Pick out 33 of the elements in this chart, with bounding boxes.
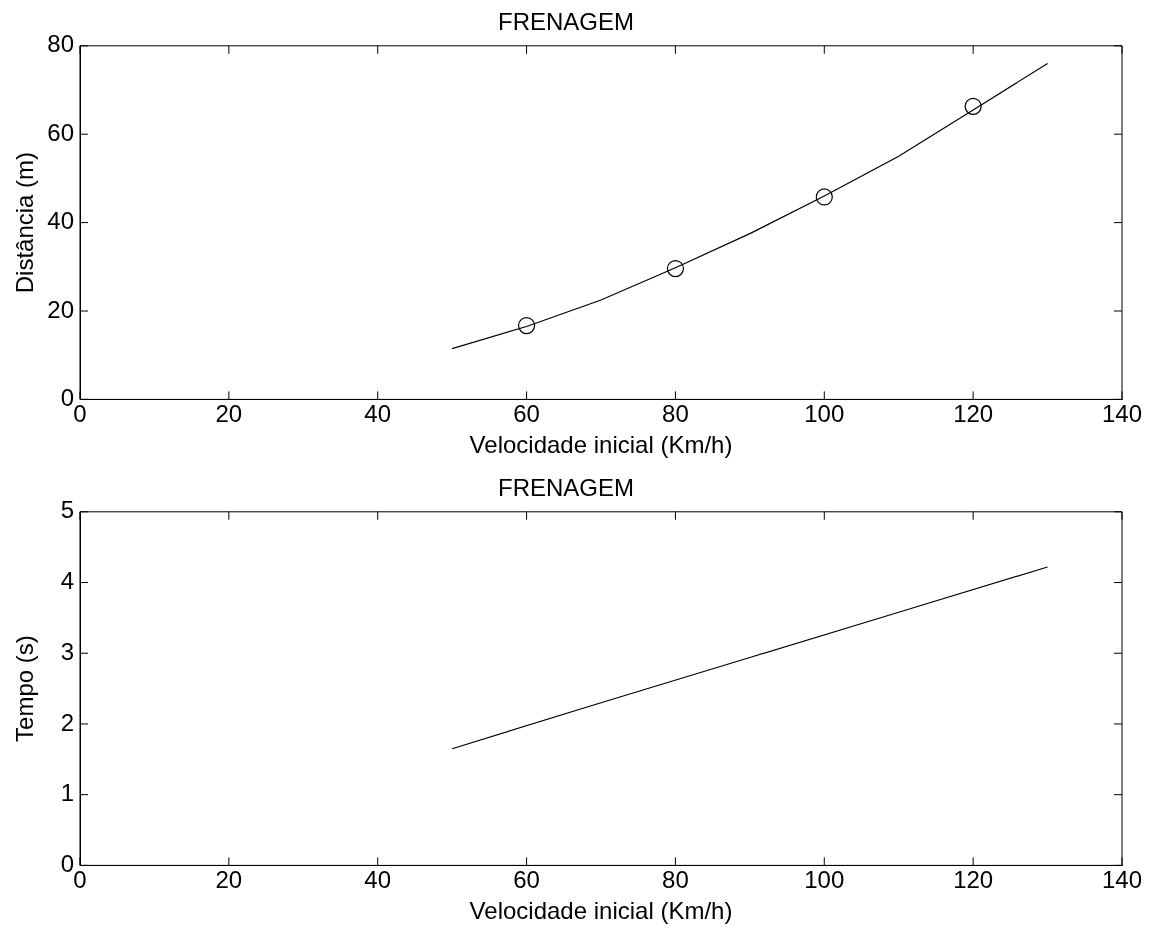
x-tick-label: 80 [662, 400, 689, 428]
x-tick-label: 120 [953, 866, 994, 894]
y-tick-label: 1 [60, 779, 74, 807]
y-tick-label: 20 [47, 295, 74, 323]
y-axis-title: Tempo (s) [11, 635, 39, 742]
x-tick-label: 120 [953, 400, 994, 428]
x-tick-label: 100 [804, 400, 845, 428]
y-tick-label: 80 [47, 30, 74, 58]
x-tick-label: 40 [364, 866, 392, 894]
y-tick-label: 40 [47, 207, 74, 235]
point [964, 97, 982, 115]
chart-title: FRENAGEM [497, 474, 635, 502]
point [666, 259, 685, 278]
y-tick-label: 3 [60, 637, 74, 665]
x-tick-label: 140 [1101, 400, 1143, 428]
point [517, 316, 536, 335]
x-tick-label: 60 [513, 400, 540, 428]
x-tick-label: 100 [804, 866, 845, 894]
x-tick-label: 60 [513, 866, 540, 894]
x-tick-label: 140 [1101, 866, 1143, 894]
x-axis-title: Velocidade inicial (Km/h) [469, 431, 733, 459]
x-tick-label: 40 [364, 400, 392, 428]
y-tick-label: 60 [47, 118, 74, 146]
x-tick-label: 20 [215, 866, 243, 894]
x-tick-label: 20 [215, 400, 243, 428]
y-axis-title: Distância (m) [11, 151, 39, 294]
chart-title: FRENAGEM [497, 8, 635, 36]
x-axis-title: Velocidade inicial (Km/h) [469, 897, 733, 925]
y-tick-label: 2 [60, 708, 74, 736]
y-tick-label: 5 [60, 496, 74, 524]
x-tick-label: 80 [662, 866, 689, 894]
point [815, 188, 833, 206]
y-tick-label: 4 [60, 567, 74, 595]
